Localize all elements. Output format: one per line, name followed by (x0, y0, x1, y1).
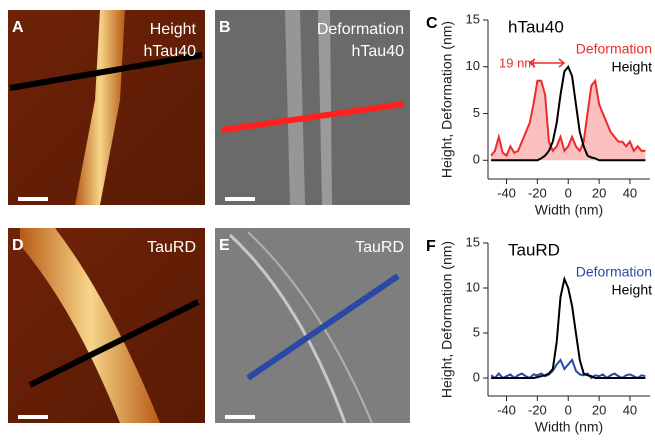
y-axis-label: Height, Deformation (nm) (439, 21, 455, 178)
y-tick-label: 10 (466, 58, 480, 73)
figure: A Height hTau40 B Deformation hTau40 D T… (0, 0, 655, 443)
panel-letter: C (426, 15, 438, 32)
panel-b-image (215, 10, 410, 205)
x-axis-label: Width (nm) (535, 202, 603, 218)
y-tick-label: 5 (473, 324, 480, 339)
y-axis-label: Height, Deformation (nm) (439, 241, 455, 398)
x-tick-label: -20 (528, 402, 547, 417)
panel-label: Height (150, 21, 197, 38)
legend-label: Deformation (576, 41, 652, 57)
series-line (491, 360, 645, 378)
panel-letter: A (12, 19, 24, 36)
y-tick-label: 15 (466, 234, 480, 249)
x-axis-label: Width (nm) (535, 419, 603, 435)
area (491, 81, 645, 160)
x-tick-label: 40 (623, 185, 637, 200)
legend-label: Height (612, 59, 653, 75)
y-tick-label: 10 (466, 279, 480, 294)
x-tick-label: 0 (565, 402, 572, 417)
y-tick-label: 15 (466, 11, 480, 26)
x-tick-label: 20 (592, 185, 606, 200)
panel-letter: B (219, 19, 231, 36)
panel-letter: F (426, 238, 436, 255)
chart-title: TauRD (508, 240, 560, 259)
x-tick-label: -40 (497, 185, 516, 200)
x-tick-label: -40 (497, 402, 516, 417)
panel-d-image (8, 228, 205, 423)
panel-label: TauRD (147, 239, 196, 256)
panel-letter: E (219, 237, 230, 254)
chart-title: hTau40 (508, 17, 564, 36)
x-tick-label: 0 (565, 185, 572, 200)
x-tick-label: 40 (623, 402, 637, 417)
panel-a-image (8, 10, 205, 205)
x-tick-label: -20 (528, 185, 547, 200)
panel-label: hTau40 (352, 43, 405, 60)
legend-label: Deformation (576, 264, 652, 280)
panel-label: hTau40 (144, 43, 197, 60)
panel-letter: D (12, 237, 24, 254)
y-tick-label: 0 (473, 152, 480, 167)
legend-label: Height (612, 282, 653, 298)
annotation: 19 nm (499, 55, 535, 70)
panel-label: Deformation (317, 21, 404, 38)
y-tick-label: 5 (473, 105, 480, 120)
panel-label: TauRD (355, 239, 404, 256)
y-tick-label: 0 (473, 369, 480, 384)
panel-e-image (215, 228, 410, 423)
x-tick-label: 20 (592, 402, 606, 417)
